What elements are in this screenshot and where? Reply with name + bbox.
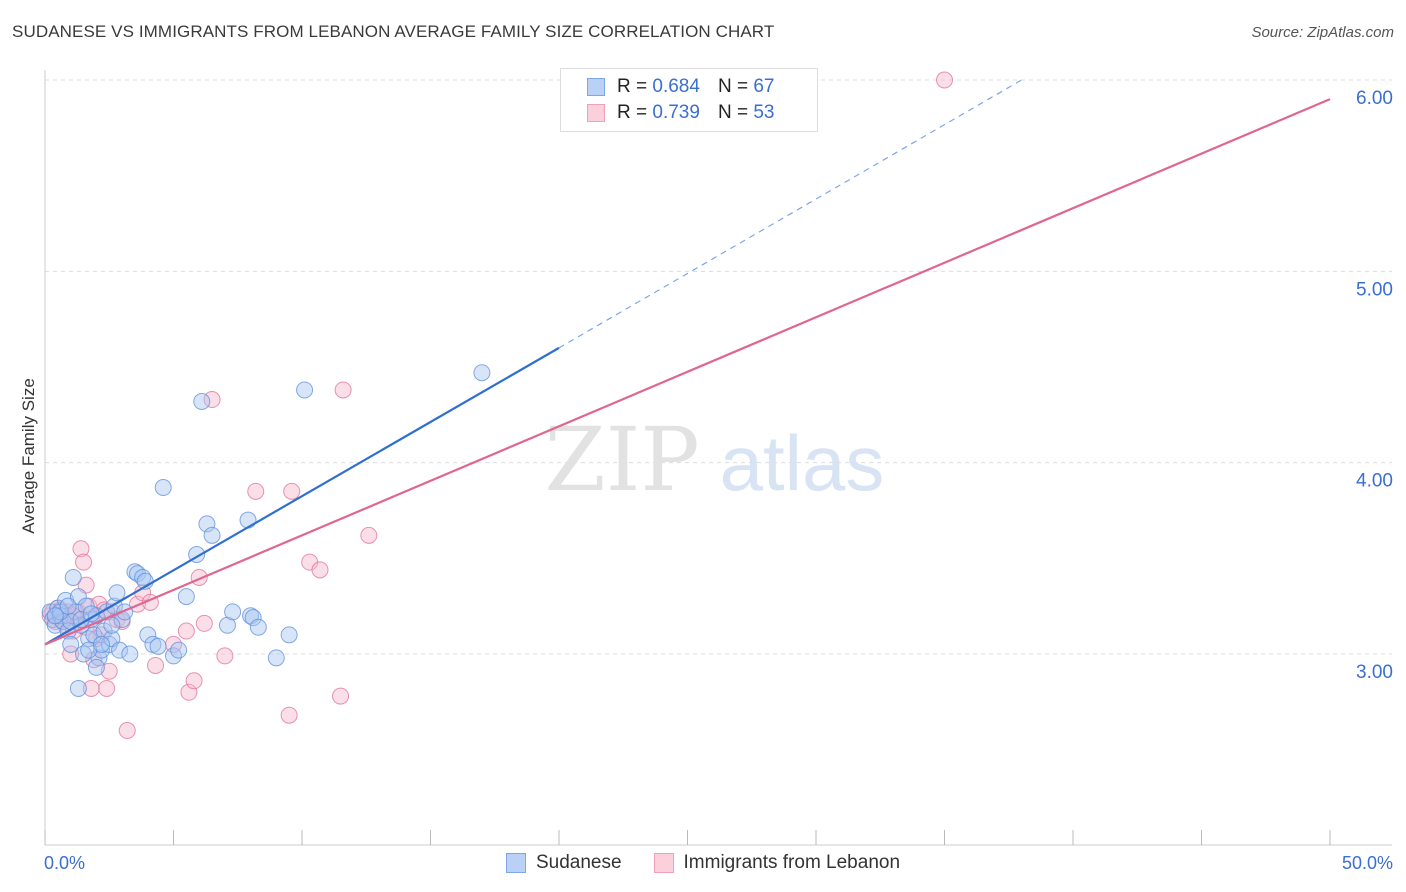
grid-lines [45, 79, 1392, 655]
lebanon-point [147, 656, 165, 674]
legend-n-label: N = [717, 76, 749, 97]
legend-n-label: N = [717, 102, 749, 123]
sudanese-point [69, 679, 87, 697]
legend-label-sudanese: Sudanese [535, 852, 622, 873]
sudanese-point [111, 641, 129, 659]
lebanon-point [311, 561, 329, 579]
y-tick-label: 6.00 [1356, 88, 1393, 109]
legend-row-lebanon: R = 0.739 N = 53 [587, 101, 774, 125]
sudanese-point [154, 479, 172, 497]
sudanese-point [267, 649, 285, 667]
sudanese-point [473, 364, 491, 382]
lebanon-point [936, 71, 953, 89]
lebanon-point [280, 706, 298, 724]
sudanese-point [249, 618, 267, 636]
watermark-zip: ZIP [544, 408, 699, 511]
x-tick-label-min: 0.0% [44, 853, 85, 873]
sudanese-point [296, 381, 314, 399]
lebanon-point [62, 645, 80, 663]
sudanese-point [139, 626, 157, 644]
legend-swatch-lebanon [587, 104, 605, 122]
legend-swatch-lebanon [653, 853, 674, 873]
y-tick-label: 4.00 [1356, 471, 1393, 492]
lebanon-point [203, 391, 221, 409]
legend-n-value-sudanese: 67 [753, 76, 775, 97]
y-axis-label: Average Family Size [19, 378, 38, 534]
sudanese-point [244, 609, 262, 627]
lebanon-point [360, 526, 378, 544]
sudanese-point [224, 603, 242, 621]
lebanon-point [72, 540, 90, 558]
sudanese-point [121, 645, 139, 663]
lebanon-point [247, 482, 265, 500]
lebanon-point [334, 381, 352, 399]
legend-n-value-lebanon: 53 [753, 102, 775, 123]
legend-swatch-sudanese [587, 78, 605, 96]
y-tick-labels: 3.00 4.00 5.00 6.00 [1356, 88, 1393, 683]
trendline-lebanon [44, 98, 1331, 646]
legend-r-value-sudanese: 0.684 [652, 76, 700, 97]
sudanese-point [203, 526, 221, 544]
trendline-sudanese-extension [558, 79, 1022, 349]
lebanon-point [98, 679, 116, 697]
legend-r-label: R = [617, 76, 648, 97]
sudanese-point [62, 635, 80, 653]
legend-swatch-sudanese [505, 853, 526, 873]
trendline-sudanese [44, 346, 560, 646]
legend-r-label: R = [617, 102, 648, 123]
y-tick-label: 3.00 [1356, 662, 1393, 683]
legend-item-lebanon[interactable]: Immigrants from Lebanon [653, 852, 901, 874]
sudanese-point [59, 597, 77, 615]
lebanon-point [75, 553, 93, 571]
series-legend: Sudanese Immigrants from Lebanon [0, 852, 1406, 874]
y-tick-label: 5.00 [1356, 279, 1393, 300]
sudanese-point [170, 641, 188, 659]
lebanon-point [100, 662, 118, 680]
sudanese-point [46, 607, 64, 625]
sudanese-point [218, 616, 236, 634]
legend-r-value-lebanon: 0.739 [652, 102, 700, 123]
lebanon-point [82, 679, 100, 697]
lebanon-point [177, 622, 195, 640]
lebanon-point [185, 672, 203, 690]
sudanese-point [103, 616, 121, 634]
axes [44, 70, 1392, 846]
series-sudanese-points [41, 364, 491, 697]
sudanese-point [239, 511, 257, 529]
sudanese-point [193, 392, 211, 410]
lebanon-point [283, 482, 301, 500]
lebanon-point [118, 722, 136, 740]
sudanese-point [64, 568, 82, 586]
legend-item-sudanese[interactable]: Sudanese [505, 852, 622, 874]
source-label: Source: ZipAtlas.com [1251, 24, 1394, 41]
lebanon-point [216, 647, 234, 665]
legend-row-sudanese: R = 0.684 N = 67 [587, 75, 774, 99]
sudanese-point [149, 637, 167, 655]
x-tick-label-max: 50.0% [1342, 853, 1393, 873]
sudanese-point [177, 588, 195, 606]
sudanese-point [108, 584, 126, 602]
chart-title: SUDANESE VS IMMIGRANTS FROM LEBANON AVER… [12, 22, 775, 41]
series-lebanon-points [41, 71, 953, 740]
sudanese-point [93, 635, 111, 653]
legend-label-lebanon: Immigrants from Lebanon [683, 852, 901, 873]
lebanon-point [195, 614, 213, 632]
correlation-legend: R = 0.684 N = 67 R = 0.739 N = 53 [560, 68, 818, 132]
sudanese-point [280, 626, 298, 644]
lebanon-point [332, 687, 350, 705]
sudanese-point [87, 658, 105, 676]
watermark-atlas: atlas [720, 419, 885, 507]
trend-lines [44, 79, 1331, 646]
